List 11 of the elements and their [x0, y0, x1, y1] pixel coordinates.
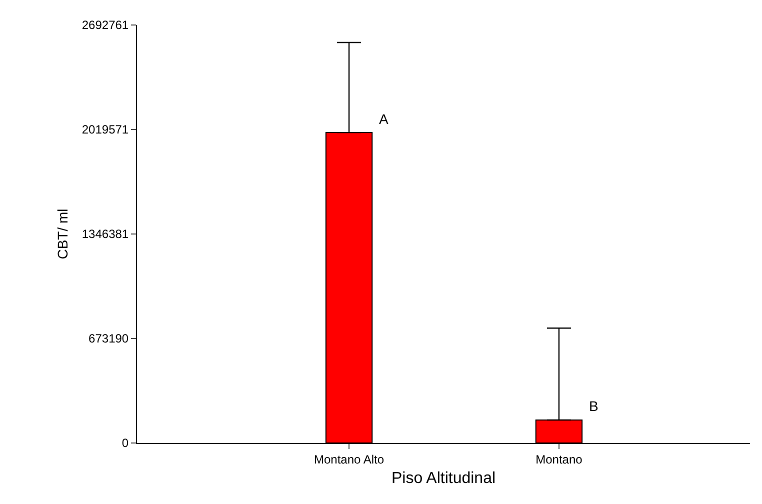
annotation: A	[379, 111, 389, 127]
x-tick-label: Montano Alto	[314, 452, 384, 466]
y-tick-label: 2692761	[82, 18, 129, 32]
y-tick-label: 1346381	[82, 227, 129, 242]
y-axis-title: CBT/ ml	[54, 208, 70, 260]
x-tick-label: Montano	[536, 452, 583, 466]
annotation: B	[589, 398, 598, 414]
y-tick-label: 0	[122, 436, 129, 450]
y-tick-label: 673190	[88, 332, 129, 346]
y-tick-label: 2019571	[82, 122, 129, 137]
x-axis-title: Piso Altitudinal	[391, 470, 496, 488]
